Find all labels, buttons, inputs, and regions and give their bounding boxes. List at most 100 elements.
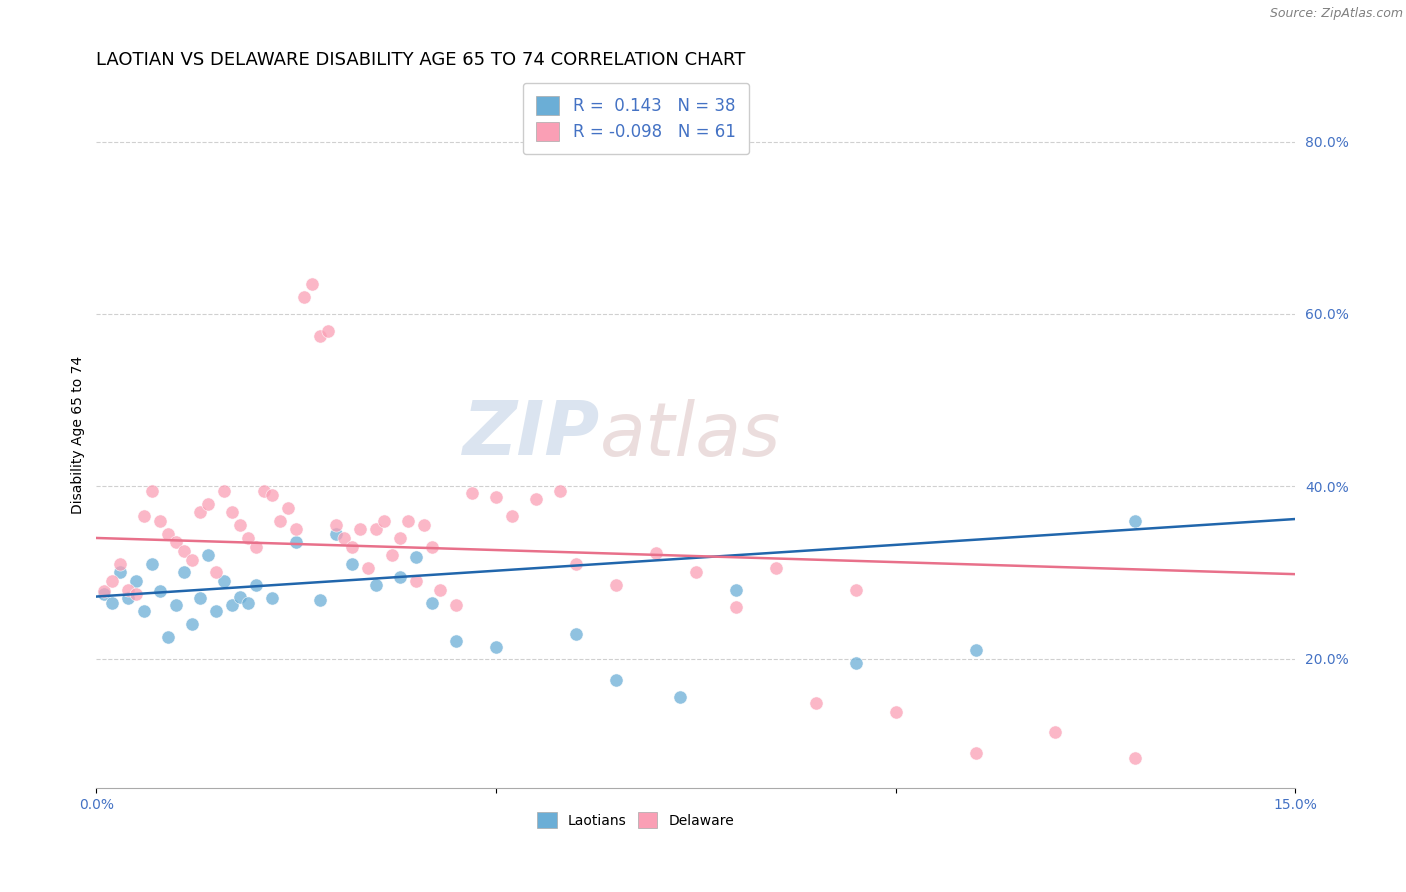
Point: [212, 574, 235, 588]
Text: Source: ZipAtlas.com: Source: ZipAtlas.com: [1270, 7, 1403, 21]
Point: [309, 328, 332, 343]
Point: [93, 584, 115, 599]
Point: [205, 604, 228, 618]
Point: [605, 578, 627, 592]
Point: [149, 514, 172, 528]
Point: [117, 582, 139, 597]
Point: [181, 617, 204, 632]
Point: [565, 557, 588, 571]
Point: [325, 518, 347, 533]
Point: [340, 557, 363, 571]
Point: [173, 544, 195, 558]
Point: [644, 546, 666, 560]
Point: [229, 590, 252, 604]
Point: [405, 549, 427, 564]
Point: [605, 673, 627, 687]
Point: [1125, 750, 1147, 764]
Text: ZIP: ZIP: [463, 398, 600, 471]
Point: [845, 656, 868, 670]
Point: [325, 526, 347, 541]
Point: [485, 640, 508, 655]
Point: [181, 552, 204, 566]
Point: [269, 514, 291, 528]
Point: [110, 566, 132, 580]
Point: [110, 557, 132, 571]
Point: [238, 531, 260, 545]
Point: [188, 505, 211, 519]
Point: [444, 634, 467, 648]
Point: [197, 496, 219, 510]
Point: [188, 591, 211, 606]
Point: [845, 582, 868, 597]
Point: [141, 557, 163, 571]
Point: [724, 599, 747, 614]
Point: [316, 324, 339, 338]
Point: [685, 566, 707, 580]
Legend: Laotians, Delaware: Laotians, Delaware: [531, 806, 740, 834]
Point: [420, 540, 443, 554]
Y-axis label: Disability Age 65 to 74: Disability Age 65 to 74: [72, 356, 86, 514]
Point: [93, 587, 115, 601]
Point: [349, 522, 371, 536]
Point: [285, 522, 308, 536]
Point: [221, 505, 243, 519]
Point: [165, 598, 187, 612]
Point: [501, 509, 523, 524]
Point: [1045, 724, 1067, 739]
Point: [565, 627, 588, 641]
Point: [292, 290, 315, 304]
Point: [548, 483, 571, 498]
Text: LAOTIAN VS DELAWARE DISABILITY AGE 65 TO 74 CORRELATION CHART: LAOTIAN VS DELAWARE DISABILITY AGE 65 TO…: [97, 51, 745, 69]
Point: [309, 593, 332, 607]
Point: [724, 582, 747, 597]
Point: [157, 630, 180, 644]
Point: [205, 566, 228, 580]
Point: [262, 488, 284, 502]
Point: [285, 535, 308, 549]
Point: [165, 535, 187, 549]
Point: [884, 705, 907, 719]
Point: [420, 596, 443, 610]
Point: [389, 531, 412, 545]
Point: [965, 747, 987, 761]
Point: [364, 578, 387, 592]
Point: [364, 522, 387, 536]
Point: [524, 492, 547, 507]
Point: [965, 643, 987, 657]
Point: [333, 531, 356, 545]
Point: [141, 483, 163, 498]
Point: [804, 697, 827, 711]
Point: [117, 591, 139, 606]
Text: atlas: atlas: [600, 399, 782, 471]
Point: [245, 578, 267, 592]
Point: [389, 570, 412, 584]
Point: [669, 690, 692, 705]
Point: [101, 574, 124, 588]
Point: [149, 584, 172, 599]
Point: [381, 548, 404, 562]
Point: [301, 277, 323, 291]
Point: [373, 514, 395, 528]
Point: [221, 598, 243, 612]
Point: [357, 561, 380, 575]
Point: [340, 540, 363, 554]
Point: [245, 540, 267, 554]
Point: [485, 490, 508, 504]
Point: [405, 574, 427, 588]
Point: [125, 587, 148, 601]
Point: [461, 486, 484, 500]
Point: [1125, 514, 1147, 528]
Point: [101, 596, 124, 610]
Point: [173, 566, 195, 580]
Point: [238, 596, 260, 610]
Point: [134, 509, 156, 524]
Point: [413, 518, 436, 533]
Point: [212, 483, 235, 498]
Point: [125, 574, 148, 588]
Point: [229, 518, 252, 533]
Point: [396, 514, 419, 528]
Point: [157, 526, 180, 541]
Point: [429, 582, 451, 597]
Point: [262, 591, 284, 606]
Point: [134, 604, 156, 618]
